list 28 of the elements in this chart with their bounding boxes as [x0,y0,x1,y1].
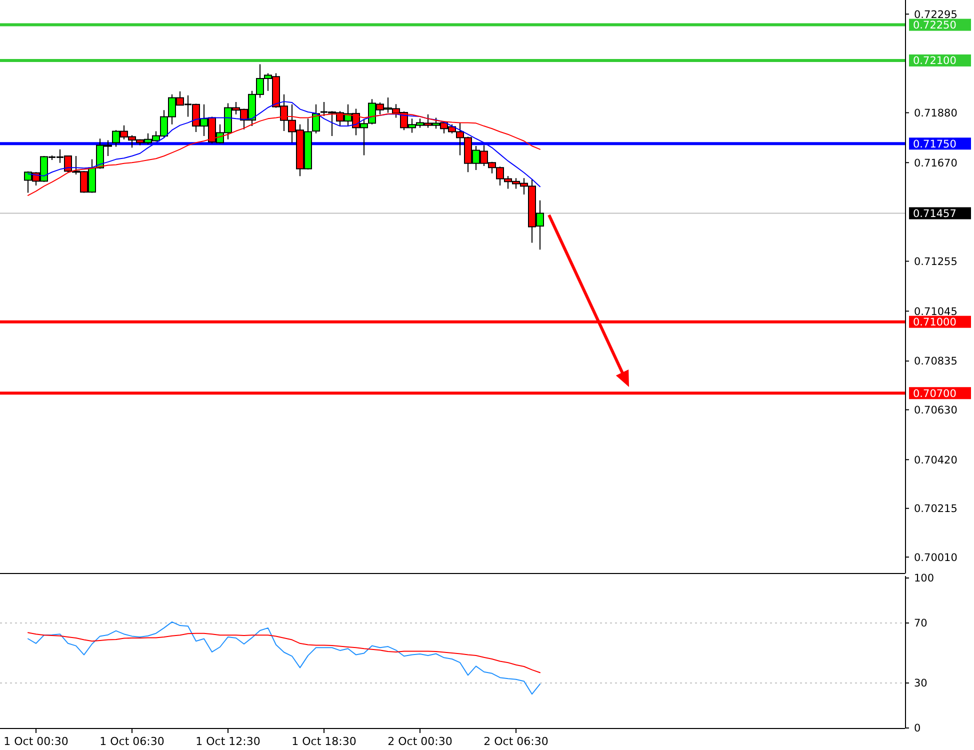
line-series [28,632,540,674]
y-tick-label: 0.71255 [914,256,958,268]
y-tick-label: 0 [914,722,921,735]
x-tick-label: 1 Oct 06:30 [100,735,164,748]
ref-line-label: 0.72100 [913,55,956,68]
y-tick-label: 0.71880 [914,107,958,120]
y-tick-label: 0.70010 [914,552,958,564]
x-tick-label: 1 Oct 18:30 [292,735,356,748]
y-tick-label: 0.71670 [914,157,958,170]
y-tick-label: 0.70215 [914,503,958,516]
ref-line-label: 0.71000 [913,316,956,329]
y-tick-label: 0.70420 [914,454,958,466]
y-tick-label: 70 [914,618,928,630]
line-series [28,621,540,695]
y-tick-label: 30 [914,678,928,690]
ref-line-label: 0.72250 [913,19,956,32]
y-tick-label: 0.70630 [914,404,958,416]
y-tick-label: 0.70835 [914,356,958,368]
y-tick-label: 0.72295 [914,8,958,21]
x-tick-label: 1 Oct 12:30 [196,735,260,748]
ref-line-label: 0.71750 [913,138,956,150]
ref-line-label: 0.71457 [913,208,956,220]
x-tick-label: 2 Oct 00:30 [388,735,452,748]
x-tick-label: 1 Oct 00:30 [4,735,68,748]
y-tick-label: 100 [914,572,934,585]
x-tick-label: 2 Oct 06:30 [484,735,548,748]
ref-line-label: 0.70700 [913,388,956,400]
y-tick-label: 0.71045 [914,306,958,318]
